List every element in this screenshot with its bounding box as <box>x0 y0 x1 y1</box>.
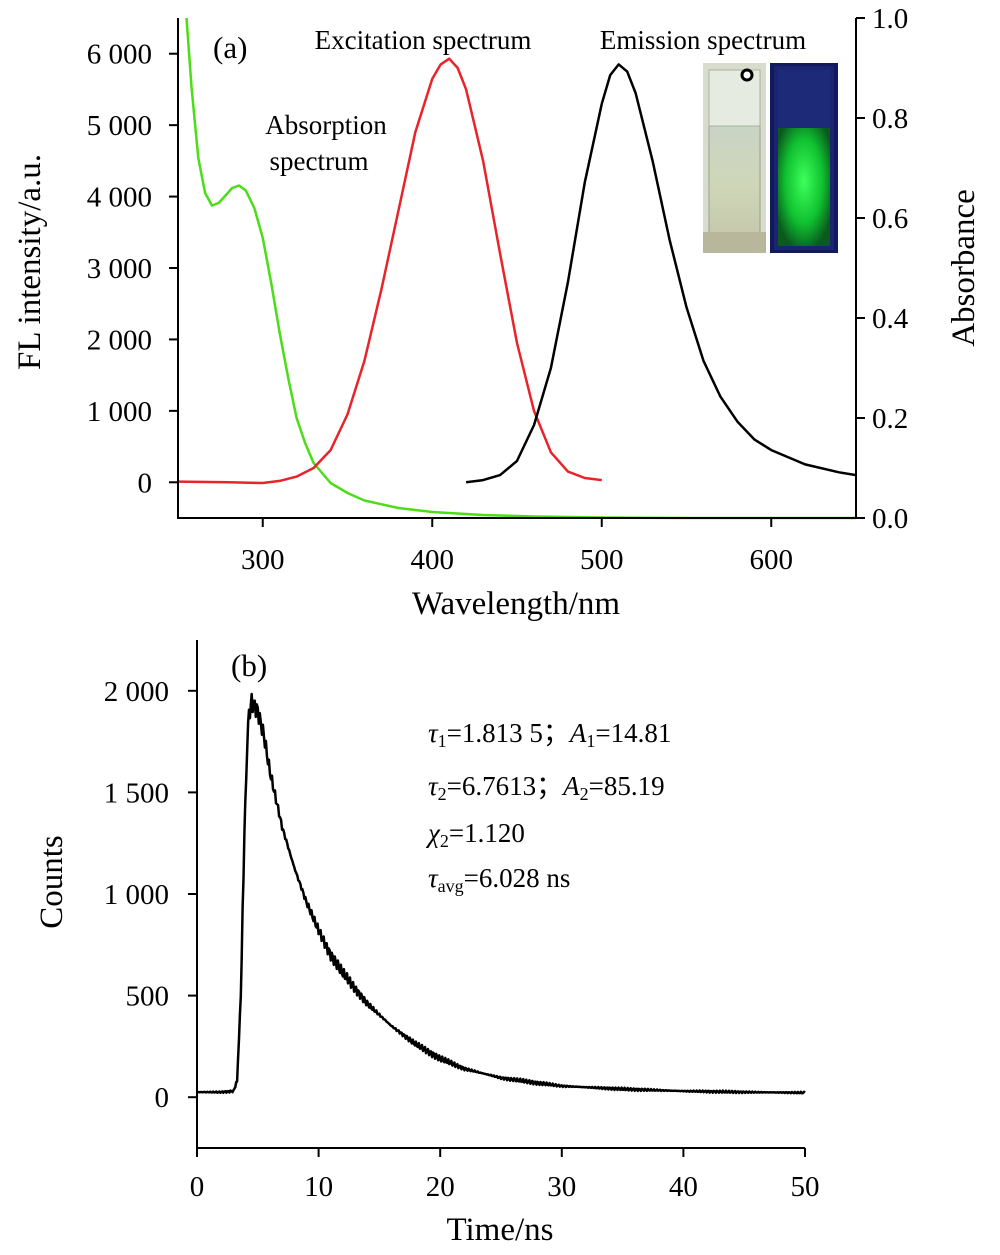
panel-a-y-tick-label: 2 000 <box>87 324 152 356</box>
panel-b-y-axis-title: Counts <box>34 835 70 929</box>
panel-a-curves <box>177 17 857 520</box>
emission-spectrum-annotation: Emission spectrum <box>600 25 806 55</box>
panel-a-x-ticks: 300 400 500 600 <box>241 518 793 576</box>
panel-a-x-tick-label: 600 <box>750 544 794 576</box>
panel-a-y2-tick-label: 0.2 <box>872 403 908 435</box>
panel-b-x-tick-label: 0 <box>190 1171 205 1203</box>
panel-a-y-tick-label: 3 000 <box>87 253 152 285</box>
panel-b-y-tick-label: 1 000 <box>104 879 169 911</box>
fit-results: τ1=1.813 5；A1=14.81 τ2=6.7613；A2=85.19 χ… <box>425 718 671 896</box>
panel-b-x-tick-label: 10 <box>304 1171 333 1203</box>
panel-b-y-ticks: 0 500 1 000 1 500 2 000 <box>104 676 197 1114</box>
panel-b-x-axis-title: Time/ns <box>447 1212 554 1248</box>
panel-a-y2-tick-label: 0.4 <box>872 303 909 335</box>
absorption-spectrum-annotation-line1: Absorption <box>265 110 387 140</box>
panel-a-label: (a) <box>213 30 247 65</box>
panel-a-y-tick-label: 6 000 <box>87 39 152 71</box>
panel-a-y-tick-label: 5 000 <box>87 110 152 142</box>
panel-a-x-tick-label: 400 <box>411 544 455 576</box>
absorption-spectrum-curve <box>185 17 856 520</box>
panel-a: 300 400 500 600 0 1 000 2 000 3 000 4 000 5 000 6… <box>12 3 982 622</box>
panel-a-y-tick-label: 0 <box>138 467 153 499</box>
panel-a-y2-axis-title: Absorbance <box>946 189 982 347</box>
cuvette-photo-inset <box>703 63 838 253</box>
fit-line-chi: χ2=1.120 <box>425 818 525 851</box>
panel-a-y2-tick-label: 0.0 <box>872 503 908 535</box>
panel-a-y2-ticks: 0.0 0.2 0.4 0.6 0.8 1.0 <box>856 3 909 535</box>
panel-a-y-ticks: 0 1 000 2 000 3 000 4 000 5 000 6 000 <box>87 39 178 499</box>
panel-b: 0 10 20 30 40 50 0 500 1 000 1 500 2 000 (b) Time… <box>34 640 820 1248</box>
fit-line-tau1-a1: τ1=1.813 5；A1=14.81 <box>428 718 671 751</box>
panel-a-x-tick-label: 300 <box>241 544 285 576</box>
fit-line-tau-avg: τavg=6.028 ns <box>428 863 570 896</box>
panel-a-y2-tick-label: 0.8 <box>872 103 908 135</box>
panel-a-x-axis-title: Wavelength/nm <box>412 586 620 622</box>
panel-b-y-tick-label: 1 500 <box>104 777 169 809</box>
decay-curve <box>196 692 806 1095</box>
panel-b-x-tick-label: 50 <box>791 1171 820 1203</box>
panel-a-y2-tick-label: 0.6 <box>872 203 908 235</box>
panel-b-x-tick-label: 30 <box>547 1171 576 1203</box>
panel-b-y-tick-label: 0 <box>155 1082 170 1114</box>
absorption-spectrum-annotation-line2: spectrum <box>270 146 369 176</box>
panel-a-y-tick-label: 1 000 <box>87 396 152 428</box>
panel-a-x-tick-label: 500 <box>580 544 624 576</box>
panel-b-y-tick-label: 500 <box>126 981 170 1013</box>
panel-a-y2-tick-label: 1.0 <box>872 3 908 35</box>
panel-b-axis-frame <box>196 640 805 1149</box>
panel-b-y-tick-label: 2 000 <box>104 676 169 708</box>
excitation-spectrum-curve <box>177 57 602 485</box>
panel-a-y-axis-title: FL intensity/a.u. <box>12 154 48 370</box>
excitation-spectrum-annotation: Excitation spectrum <box>315 25 532 55</box>
fit-line-tau2-a2: τ2=6.7613；A2=85.19 <box>428 771 665 804</box>
panel-b-x-ticks: 0 10 20 30 40 50 <box>190 1148 820 1203</box>
panel-b-curves <box>196 692 806 1095</box>
emission-spectrum-curve <box>465 63 857 484</box>
panel-b-label: (b) <box>231 648 267 683</box>
panel-a-y-tick-label: 4 000 <box>87 182 152 214</box>
panel-b-x-tick-label: 20 <box>426 1171 455 1203</box>
panel-b-x-tick-label: 40 <box>669 1171 698 1203</box>
